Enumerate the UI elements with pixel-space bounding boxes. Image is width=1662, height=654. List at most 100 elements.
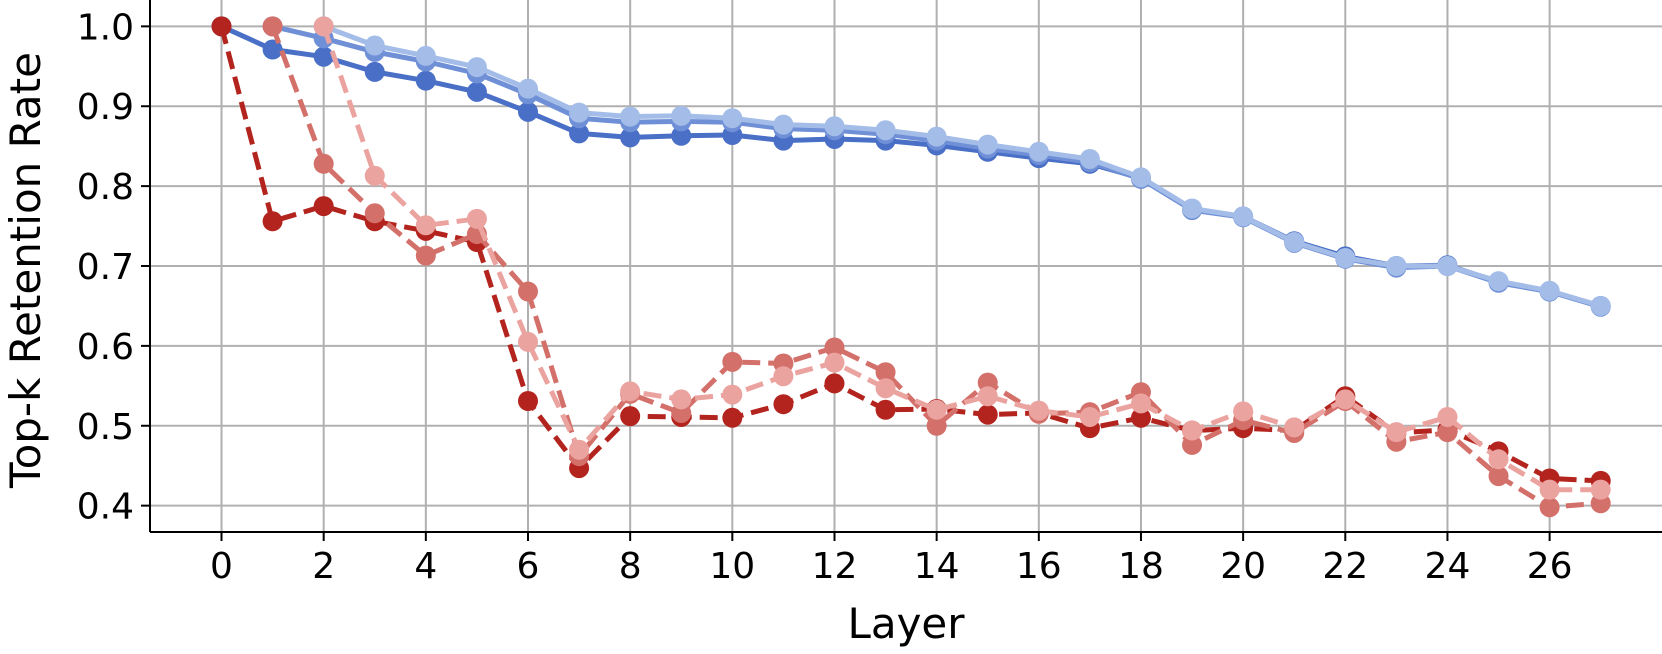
x-tick-label: 24 [1425,546,1471,587]
data-point [977,404,998,425]
series-line [321,25,1601,493]
data-point [518,78,538,99]
series-5 [262,16,1611,518]
data-point [364,61,385,82]
data-point [1028,400,1049,421]
data-point [722,351,743,372]
data-point [722,108,743,129]
data-point [1590,295,1611,316]
data-point [671,389,692,410]
data-point [1182,420,1203,441]
data-point [1028,141,1049,162]
data-point [313,153,334,174]
x-tick-label: 8 [619,546,642,587]
data-point [1590,479,1611,500]
y-tick-label: 0.7 [77,247,134,288]
data-point [415,215,436,236]
data-point [518,390,538,411]
data-point [1488,449,1509,470]
data-point [1284,232,1305,253]
data-point [415,245,436,266]
data-point [620,381,641,402]
data-point [926,415,947,436]
data-point [1182,434,1203,455]
data-point [262,39,283,60]
data-point [1182,198,1203,219]
data-point [364,35,385,56]
data-point [773,366,794,387]
data-point [262,211,283,232]
data-point [824,373,845,394]
x-tick-label: 22 [1322,546,1368,587]
data-point [671,125,692,146]
x-tick-label: 4 [414,546,437,587]
data-point [518,101,538,122]
data-point [211,16,232,37]
x-tick-label: 14 [914,546,960,587]
x-tick-label: 16 [1016,546,1062,587]
data-point [773,394,794,415]
data-point [824,116,845,137]
data-point [1437,422,1458,443]
series-6 [313,16,1611,500]
data-point [1130,167,1151,188]
x-tick-label: 0 [210,546,233,587]
y-tick-label: 0.6 [77,327,134,368]
data-point [1233,206,1254,227]
series-3 [313,16,1611,316]
data-point [415,45,436,66]
data-point [1284,417,1305,438]
data-point [875,399,896,420]
series [211,16,1611,518]
data-point [1130,407,1151,428]
data-point [364,203,385,224]
data-point [1335,389,1356,410]
data-point [1079,406,1100,427]
y-ticks: 0.4 0.5 0.6 0.7 0.8 0.9 1.0 [77,7,150,528]
data-point [824,337,845,358]
data-point [262,16,283,37]
series-line [322,24,1602,309]
data-point [313,46,334,67]
data-point [1079,148,1100,169]
data-point [1233,401,1254,422]
data-point [875,362,896,383]
x-tick-label: 2 [312,546,335,587]
y-tick-label: 0.9 [77,87,134,128]
data-point [1539,497,1560,518]
y-tick-label: 0.8 [77,167,134,208]
data-point [1539,479,1560,500]
data-point [569,439,590,460]
data-point [569,123,590,144]
data-point [1488,466,1509,487]
data-point [313,196,334,217]
data-point [875,378,896,399]
data-point [722,407,743,428]
data-point [569,102,590,123]
data-point [1386,256,1407,276]
x-axis-title: Layer [847,599,965,648]
y-tick-label: 0.5 [77,407,134,448]
data-point [722,384,743,405]
data-point [977,386,998,407]
data-point [773,114,794,135]
data-point [1437,256,1458,276]
x-tick-label: 26 [1527,546,1573,587]
data-point [1539,280,1560,301]
y-axis-title: Top-k Retention Rate [1,52,50,489]
data-point [620,127,641,148]
data-point [364,165,385,186]
data-point [1437,406,1458,427]
data-point [926,399,947,420]
data-point [1335,248,1356,269]
data-point [518,331,538,352]
data-point [1488,271,1509,292]
data-point [313,16,334,37]
data-point [1386,422,1407,443]
x-ticks: 0 2 4 6 8 10 12 14 16 18 20 22 24 26 [210,532,1573,587]
x-tick-label: 18 [1118,546,1164,587]
data-point [466,208,487,229]
y-tick-label: 1.0 [77,7,134,48]
y-tick-label: 0.4 [77,487,134,528]
